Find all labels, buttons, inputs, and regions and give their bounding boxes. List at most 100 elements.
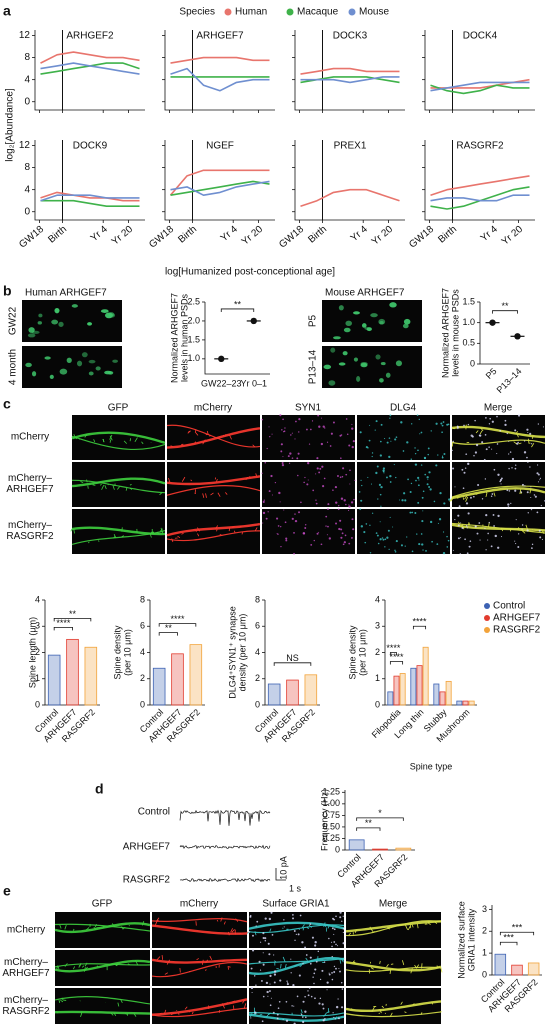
micrograph-signal xyxy=(285,1019,289,1022)
micrograph-signal xyxy=(521,483,524,486)
micrograph-signal xyxy=(117,486,120,490)
micrograph-signal xyxy=(292,913,294,916)
micrograph-signal xyxy=(79,962,82,967)
micrograph-signal xyxy=(151,1007,248,1018)
micrograph-signal xyxy=(310,543,313,546)
micrograph-signal xyxy=(246,931,248,934)
micrograph-signal xyxy=(343,499,346,502)
panel-label: e xyxy=(3,883,11,899)
micrograph-signal xyxy=(276,1017,279,1020)
micrograph-signal xyxy=(316,467,319,470)
bar xyxy=(84,646,98,706)
micrograph-signal xyxy=(431,540,433,543)
micrograph-signal xyxy=(508,440,510,442)
row-label: mCherry xyxy=(7,925,45,936)
significance-bracket xyxy=(389,661,404,665)
micrograph-signal xyxy=(308,924,313,928)
micrograph xyxy=(152,950,247,986)
micrograph-signal xyxy=(465,496,469,502)
micrograph-signal xyxy=(386,964,389,968)
micrograph-signal xyxy=(536,472,539,475)
micrograph-signal xyxy=(339,476,342,479)
micrograph-signal xyxy=(315,499,317,501)
micrograph-signal xyxy=(264,937,267,940)
micrograph-signal xyxy=(81,1011,83,1013)
image-label: 4 month xyxy=(8,349,19,385)
micrograph-signal xyxy=(205,493,207,498)
column-label: DLG4 xyxy=(390,403,417,414)
micrograph-signal xyxy=(351,423,353,425)
micrograph-signal xyxy=(343,327,351,333)
y-axis-title: Spine density xyxy=(112,625,122,680)
micrograph-signal xyxy=(327,1008,330,1013)
micrograph-signal xyxy=(380,423,383,426)
micrograph-signal xyxy=(184,1006,188,1010)
micrograph-signal xyxy=(345,920,442,937)
micrograph-signal xyxy=(315,502,318,505)
micrograph-signal xyxy=(531,543,534,546)
micrograph-signal xyxy=(242,999,246,1004)
micrograph-signal xyxy=(309,962,312,965)
micrograph-signal xyxy=(485,514,488,517)
micrograph-signal xyxy=(451,425,546,439)
micrograph-signal xyxy=(266,1014,269,1018)
y-tick-label: 0.25 xyxy=(322,833,340,843)
micrograph-signal xyxy=(317,950,320,953)
micrograph-signal xyxy=(269,990,271,992)
y-axis-title: Normalized ARHGEF7 xyxy=(169,293,179,383)
micrograph-signal xyxy=(410,482,413,485)
micrograph-signal xyxy=(166,475,261,486)
micrograph-signal xyxy=(298,417,301,421)
micrograph-signal xyxy=(78,965,81,968)
micrograph-signal xyxy=(499,480,502,483)
micrograph-signal xyxy=(71,529,166,545)
micrograph-signal xyxy=(406,536,408,538)
micrograph-signal xyxy=(457,428,459,430)
micrograph-signal xyxy=(438,518,442,521)
micrograph-signal xyxy=(267,995,269,997)
micrograph-signal xyxy=(358,491,361,493)
micrograph-signal xyxy=(261,472,263,474)
scale-bar xyxy=(275,868,286,881)
micrograph-signal xyxy=(316,457,319,460)
micrograph-signal xyxy=(378,318,386,325)
micrograph-signal xyxy=(415,479,417,482)
micrograph-signal xyxy=(337,945,339,947)
micrograph-signal xyxy=(442,531,445,533)
micrograph-signal xyxy=(333,933,335,935)
micrograph-signal xyxy=(342,543,345,546)
micrograph-signal xyxy=(205,969,207,971)
bar xyxy=(468,700,475,706)
micrograph-signal xyxy=(264,917,267,920)
x-axis-title: Spine type xyxy=(410,761,453,771)
bar xyxy=(439,691,446,706)
micrograph-signal xyxy=(151,962,248,978)
micrograph-signal xyxy=(202,493,205,498)
micrograph-signal xyxy=(452,549,454,551)
micrograph-signal xyxy=(250,986,254,990)
micrograph xyxy=(452,462,545,507)
micrograph-signal xyxy=(489,417,491,420)
micrograph-signal xyxy=(309,956,312,959)
micrograph-signal xyxy=(467,423,470,426)
micrograph-signal xyxy=(167,477,171,483)
micrograph-signal xyxy=(84,962,88,967)
micrograph-signal xyxy=(123,440,128,444)
micrograph-signal xyxy=(417,501,420,504)
micrograph-signal xyxy=(340,457,342,459)
x-tick-label: GW18 xyxy=(147,224,176,251)
micrograph-signal xyxy=(379,440,382,443)
micrograph xyxy=(22,346,122,388)
micrograph-signal xyxy=(381,1005,385,1009)
micrograph-signal xyxy=(205,959,208,964)
micrograph-signal xyxy=(323,961,326,963)
trend-curve xyxy=(40,51,140,64)
micrograph xyxy=(346,950,441,986)
micrograph-signal xyxy=(342,351,348,356)
y-tick-label: 1.5 xyxy=(462,296,475,306)
micrograph-signal xyxy=(335,943,337,946)
micrograph-signal xyxy=(340,1006,344,1009)
micrograph-signal xyxy=(254,1013,257,1016)
micrograph-signal xyxy=(539,536,542,539)
micrograph-signal xyxy=(99,483,102,486)
